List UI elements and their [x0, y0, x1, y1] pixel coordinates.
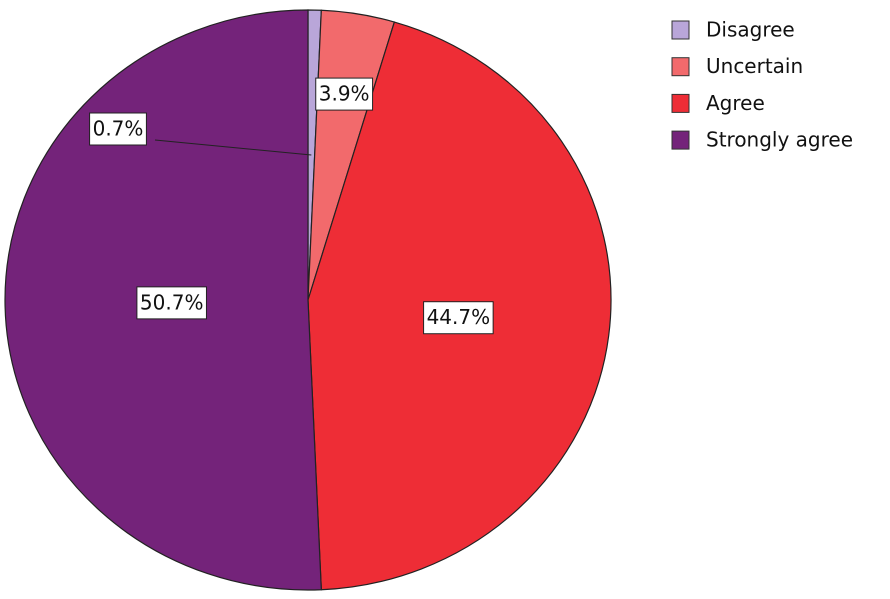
legend-label: Disagree: [706, 18, 795, 42]
legend-swatch: [671, 130, 690, 150]
legend-label: Strongly agree: [706, 128, 853, 152]
data-label: 3.9%: [315, 77, 374, 111]
legend-swatch: [671, 57, 690, 77]
data-label-text: 0.7%: [93, 117, 144, 141]
data-label-box: [136, 286, 207, 320]
data-label: 50.7%: [136, 286, 207, 320]
data-label-box: [423, 301, 494, 335]
data-label-text: 3.9%: [319, 82, 370, 106]
leader-line: [154, 139, 312, 156]
data-label-box: [89, 112, 147, 146]
data-label-text: 44.7%: [427, 305, 491, 329]
data-label: 44.7%: [423, 301, 494, 335]
data-label: 0.7%: [89, 112, 147, 146]
legend-label: Agree: [706, 91, 765, 115]
data-label-box: [315, 77, 374, 111]
legend-swatch: [671, 20, 690, 40]
legend-label: Uncertain: [706, 54, 803, 78]
legend-swatch: [671, 93, 690, 113]
data-label-text: 50.7%: [140, 290, 204, 314]
